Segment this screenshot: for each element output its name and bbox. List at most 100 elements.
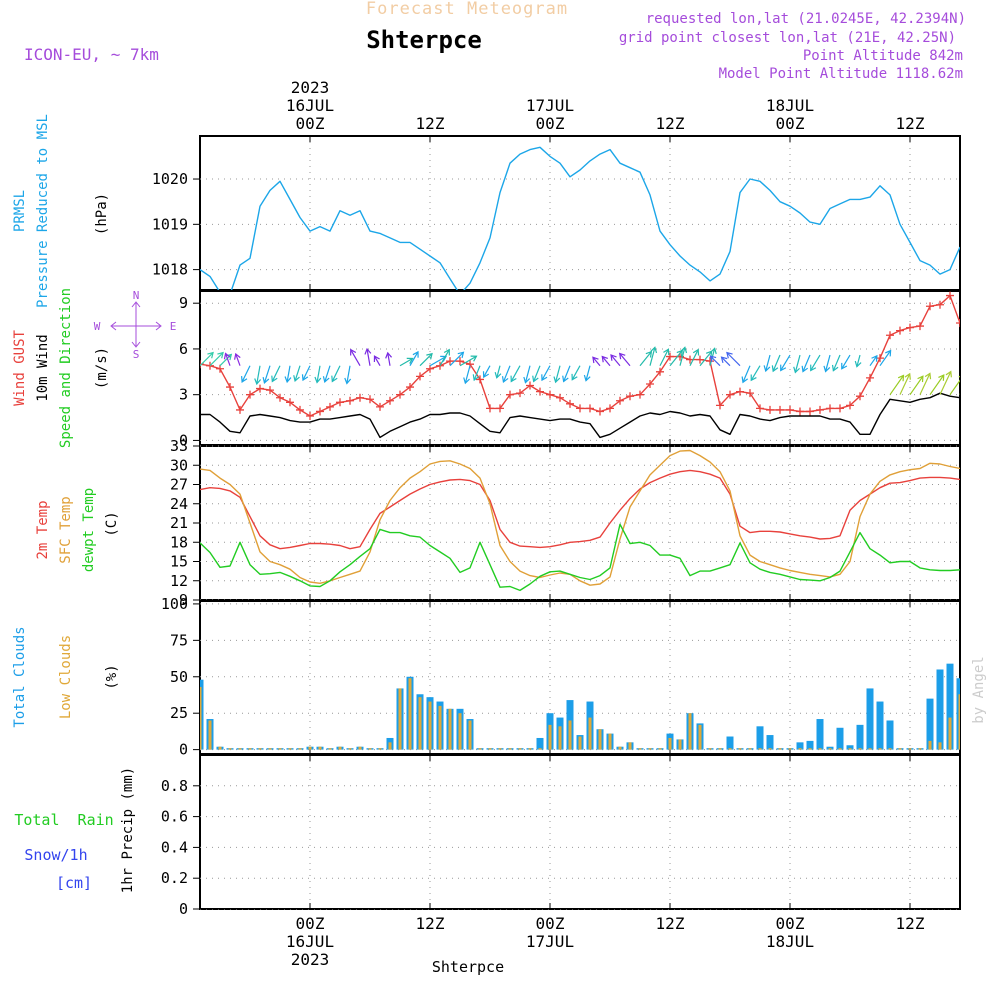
- snow-unit-label: [cm]: [56, 874, 92, 892]
- low-clouds-bar: [468, 720, 472, 750]
- y-tick-label: 27: [170, 476, 188, 494]
- y-tick-label: 0.2: [161, 869, 188, 887]
- low-clouds-bar: [268, 748, 272, 750]
- low-clouds-bar: [858, 748, 862, 750]
- wind-direction-arrow: [780, 354, 791, 371]
- wind-direction-arrow: [473, 365, 481, 381]
- compass-arrowheads: [110, 301, 162, 348]
- low-clouds-bar: [498, 748, 502, 750]
- gust-marker: [406, 383, 414, 392]
- low-clouds-bar: [378, 748, 382, 750]
- y-tick-label: 18: [170, 533, 188, 551]
- low-clouds-bar: [578, 736, 582, 750]
- pressure-line: [200, 146, 960, 290]
- gust-marker: [626, 392, 634, 401]
- total-clouds-bar: [766, 735, 774, 750]
- wind-arrowhead: [284, 376, 292, 384]
- total-clouds-bar: [956, 678, 960, 750]
- y-tick-label: 33: [170, 437, 188, 455]
- temp-unit: (C): [104, 511, 120, 536]
- gust-marker: [356, 393, 364, 402]
- wind-direction-arrow: [439, 349, 450, 367]
- gust-marker: [756, 404, 764, 413]
- gust-marker: [536, 387, 544, 396]
- wind-arrowhead: [771, 365, 779, 373]
- wind-direction-arrow: [585, 365, 591, 381]
- wind-arrowhead: [541, 374, 548, 382]
- wind-arrowhead: [692, 348, 700, 356]
- wind-direction-arrow: [601, 356, 611, 367]
- wind-direction-arrow: [429, 355, 447, 367]
- gust-marker: [696, 355, 704, 364]
- gust-marker: [856, 392, 864, 401]
- y-tick-label: 9: [179, 591, 188, 609]
- wind-arrowhead: [680, 346, 688, 354]
- total-clouds-bar: [866, 688, 874, 750]
- low-clouds-bar: [338, 746, 342, 750]
- wind-arrowhead: [350, 348, 357, 356]
- wind-direction-arrow: [459, 355, 477, 367]
- panel-plot-area: [200, 291, 960, 439]
- gust-marker: [656, 367, 664, 376]
- prmsl-label: PRMSL: [12, 190, 28, 232]
- gust-marker: [486, 404, 494, 413]
- low-clouds-bar: [528, 748, 532, 750]
- wind-direction-arrow: [832, 354, 841, 371]
- wind-arrowhead: [763, 365, 771, 373]
- wind-gust-label: Wind GUST: [12, 330, 28, 406]
- watermark: by Angel: [971, 656, 987, 723]
- wind-arrowhead: [217, 351, 224, 359]
- wind-arrowhead: [331, 375, 338, 383]
- gust-marker: [636, 390, 644, 399]
- wind-direction-arrow: [510, 365, 521, 382]
- y-tick-label: 24: [170, 495, 188, 513]
- top-axis-label: 12Z: [896, 114, 925, 133]
- panel-frame: [199, 135, 961, 291]
- wind-arrowhead: [750, 374, 757, 382]
- low-clouds-bar: [748, 748, 752, 750]
- wind-direction-arrow: [350, 349, 361, 367]
- gust-marker: [896, 326, 904, 335]
- y-tick-label: 100: [161, 595, 188, 613]
- wind-direction-arrow: [639, 351, 652, 367]
- low-clouds-bar: [788, 748, 792, 750]
- top-axis-label: 00Z: [776, 114, 805, 133]
- y-tick-label: 75: [170, 631, 188, 649]
- gust-marker: [956, 319, 960, 328]
- clouds-unit: (%): [104, 664, 120, 689]
- low-clouds-bar: [298, 748, 302, 750]
- wind-direction-arrow: [366, 348, 371, 366]
- low-clouds-bar: [448, 708, 452, 750]
- gust-marker: [776, 405, 784, 414]
- wind-direction-arrow: [496, 365, 501, 378]
- wind-arrowhead: [443, 348, 450, 356]
- wind-arrowhead: [917, 375, 924, 383]
- gust-marker: [826, 404, 834, 413]
- wind-arrowhead: [663, 348, 670, 356]
- wind-arrowhead: [924, 372, 932, 380]
- low-clouds-bar: [838, 748, 842, 750]
- low-clouds-bar: [308, 746, 312, 750]
- wind-direction-arrow: [750, 365, 761, 381]
- wind-direction-arrow: [810, 354, 821, 371]
- total-clouds-bar: [726, 736, 734, 750]
- low-clouds-bar: [248, 748, 252, 750]
- low-clouds-bar: [328, 748, 332, 750]
- y-tick-label: 0: [179, 741, 188, 759]
- gust-marker: [326, 402, 334, 411]
- low-clouds-bar: [848, 748, 852, 750]
- gust-marker: [346, 396, 354, 405]
- wind-direction-arrow: [200, 352, 214, 367]
- clouds-panel: Total Clouds Low Clouds (%) 0 25 50 75 100: [12, 595, 961, 759]
- wind-direction-arrow: [765, 354, 771, 372]
- wind-direction-arrow: [726, 352, 741, 367]
- low-clouds-bar: [228, 748, 232, 750]
- bottom-axis-label: 12Z: [656, 914, 685, 933]
- bottom-axis-label: 2023: [291, 950, 330, 969]
- low-clouds-bar: [678, 739, 682, 750]
- wind-gust-line: [200, 294, 960, 417]
- total-clouds-bar: [936, 669, 944, 750]
- low-clouds-bar: [428, 701, 432, 750]
- gust-marker: [200, 360, 204, 369]
- wind-arrowhead: [618, 352, 626, 360]
